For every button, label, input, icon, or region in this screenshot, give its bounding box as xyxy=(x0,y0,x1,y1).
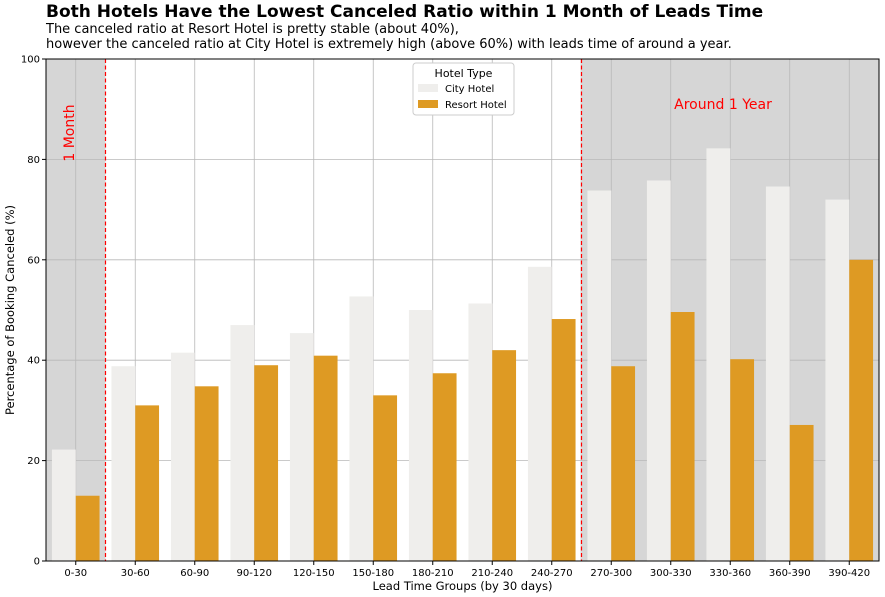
legend-box xyxy=(412,62,515,116)
chart-subtitle-line-1: The canceled ratio at Resort Hotel is pr… xyxy=(46,22,459,37)
chart-subtitle-line-2: however the canceled ratio at City Hotel… xyxy=(46,37,732,52)
bar-resort-hotel-90-120 xyxy=(254,365,279,561)
x-tick-label: 180-210 xyxy=(412,568,454,579)
bar-city-hotel-30-60 xyxy=(111,366,136,561)
bar-city-hotel-90-120 xyxy=(230,325,255,561)
bar-resort-hotel-300-330 xyxy=(670,312,695,561)
x-tick-label: 240-270 xyxy=(531,568,573,579)
x-tick-label: 270-300 xyxy=(590,568,632,579)
bar-city-hotel-210-240 xyxy=(468,303,493,561)
bar-city-hotel-330-360 xyxy=(706,148,731,561)
x-tick-label: 30-60 xyxy=(121,568,150,579)
bar-resort-hotel-240-270 xyxy=(551,319,576,561)
x-tick-label: 60-90 xyxy=(180,568,209,579)
bar-resort-hotel-120-150 xyxy=(313,355,338,561)
annotation-1-month: 1 Month xyxy=(62,104,78,161)
x-tick-label: 90-120 xyxy=(237,568,272,579)
x-tick-label: 210-240 xyxy=(471,568,513,579)
x-axis-label: Lead Time Groups (by 30 days) xyxy=(373,579,553,593)
x-tick-label: 330-360 xyxy=(709,568,751,579)
bar-resort-hotel-0-30 xyxy=(75,495,100,561)
bar-city-hotel-360-390 xyxy=(765,186,790,561)
y-tick-label: 100 xyxy=(21,55,40,66)
bar-resort-hotel-390-420 xyxy=(849,259,874,561)
bar-city-hotel-300-330 xyxy=(646,180,671,561)
chart-title: Both Hotels Have the Lowest Canceled Rat… xyxy=(46,2,764,22)
bar-resort-hotel-150-180 xyxy=(373,395,398,561)
legend-swatch-city-hotel xyxy=(418,84,438,92)
bar-city-hotel-0-30 xyxy=(51,449,76,561)
legend-title: Hotel Type xyxy=(435,67,493,80)
legend: Hotel Type City Hotel Resort Hotel xyxy=(412,62,515,116)
bar-resort-hotel-60-90 xyxy=(194,386,219,561)
bar-city-hotel-60-90 xyxy=(170,352,195,561)
axis-ticks: 0 20 40 60 80 100 0-30 30-60 60-90 90-120 120-150 1… xyxy=(21,55,870,580)
y-tick-label: 40 xyxy=(27,356,40,367)
legend-label-city-hotel: City Hotel xyxy=(445,84,494,95)
x-tick-label: 360-390 xyxy=(769,568,811,579)
legend-swatch-resort-hotel xyxy=(418,100,438,108)
annotation-around-1-year: Around 1 Year xyxy=(674,97,772,113)
x-tick-label: 300-330 xyxy=(650,568,692,579)
x-tick-label: 120-150 xyxy=(293,568,335,579)
bar-resort-hotel-330-360 xyxy=(730,359,755,561)
y-tick-label: 0 xyxy=(34,557,40,568)
bar-city-hotel-270-300 xyxy=(587,190,612,562)
y-tick-label: 80 xyxy=(27,155,40,166)
y-tick-label: 20 xyxy=(27,456,40,467)
bar-city-hotel-150-180 xyxy=(349,296,374,561)
bars xyxy=(51,148,874,562)
y-tick-label: 60 xyxy=(27,255,40,266)
x-tick-label: 150-180 xyxy=(352,568,394,579)
bar-city-hotel-120-150 xyxy=(289,333,314,561)
bar-resort-hotel-210-240 xyxy=(492,350,517,561)
x-tick-label: 390-420 xyxy=(828,568,870,579)
bar-resort-hotel-270-300 xyxy=(611,366,636,561)
bar-city-hotel-240-270 xyxy=(527,266,552,561)
bar-resort-hotel-30-60 xyxy=(135,405,160,561)
reference-lines xyxy=(104,59,583,561)
bar-city-hotel-180-210 xyxy=(408,310,433,561)
bar-resort-hotel-180-210 xyxy=(432,373,457,561)
x-tick-label: 0-30 xyxy=(64,568,87,579)
y-axis-label: Percentage of Booking Canceled (%) xyxy=(3,205,17,415)
bar-resort-hotel-360-390 xyxy=(789,424,814,561)
legend-label-resort-hotel: Resort Hotel xyxy=(445,100,507,111)
bar-city-hotel-390-420 xyxy=(825,199,850,561)
plot-frame xyxy=(45,58,880,562)
